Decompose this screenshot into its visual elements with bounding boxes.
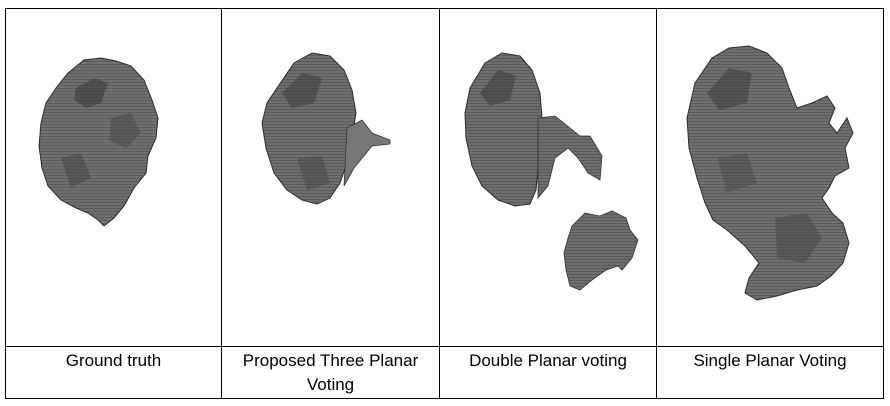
- tumor-render-double-planar: [464, 52, 639, 291]
- border-bottom: [5, 398, 884, 399]
- panel-double-planar: [440, 8, 656, 347]
- comparison-table: Ground truth Proposed Three Planar Votin…: [5, 8, 884, 399]
- col-divider-1: [221, 8, 222, 399]
- tumor-render-single-planar: [686, 45, 854, 301]
- panel-single-planar: [657, 8, 883, 347]
- panel-ground-truth: [6, 8, 221, 347]
- panel-three-planar: [222, 8, 439, 347]
- caption-single-planar: Single Planar Voting: [693, 351, 847, 370]
- caption-three-planar: Proposed Three Planar Voting: [242, 351, 419, 394]
- border-top: [5, 8, 884, 9]
- tumor-render-ground-truth: [38, 57, 159, 227]
- row-divider: [5, 346, 884, 347]
- border-right: [883, 8, 884, 399]
- col-divider-3: [656, 8, 657, 399]
- border-left: [5, 8, 6, 399]
- tumor-render-three-planar: [261, 52, 391, 205]
- col-divider-2: [439, 8, 440, 399]
- caption-double-planar: Double Planar voting: [469, 351, 627, 370]
- caption-ground-truth: Ground truth: [65, 351, 162, 370]
